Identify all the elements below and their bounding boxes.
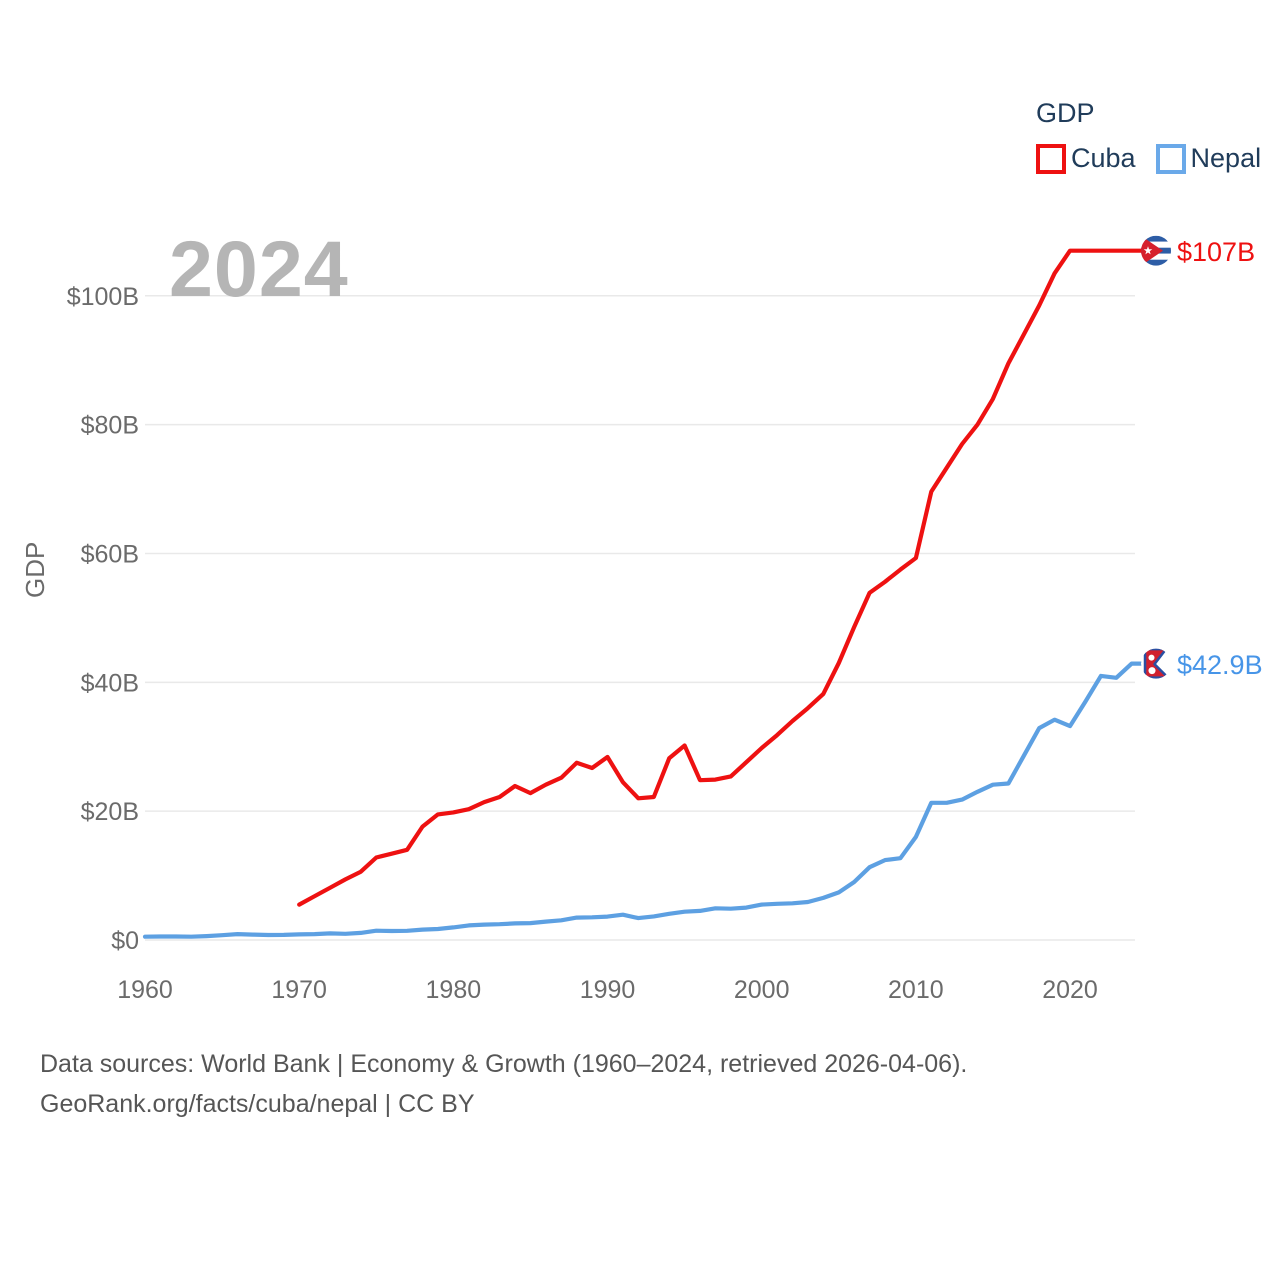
x-tick-label: 2020 bbox=[1042, 976, 1098, 1004]
nepal-flag-icon bbox=[1141, 648, 1171, 679]
legend-title: GDP bbox=[1036, 98, 1095, 128]
footer: Data sources: World Bank | Economy & Gro… bbox=[40, 1044, 967, 1124]
legend-label: Nepal bbox=[1190, 143, 1262, 173]
cuba-flag-icon bbox=[1141, 235, 1171, 266]
x-tick-label: 2000 bbox=[734, 976, 790, 1004]
chart-canvas: $0 $20B $40B $60B $80B $100B 1960 1970 1980 1990… bbox=[67, 235, 1171, 1004]
legend-item-cuba[interactable]: Cuba bbox=[1036, 143, 1136, 174]
legend-swatch-cuba bbox=[1036, 143, 1066, 174]
footer-sources-line: Data sources: World Bank | Economy & Gro… bbox=[40, 1050, 968, 1078]
cuba-gdp-line bbox=[297, 248, 1146, 907]
legend-label: Cuba bbox=[1071, 143, 1136, 173]
flag-layer bbox=[1141, 235, 1171, 679]
nepal-end-value-label: $42.9B bbox=[1177, 650, 1263, 680]
y-tick-label: $20B bbox=[81, 798, 139, 826]
footer-attribution-line: GeoRank.org/facts/cuba/nepal | CC BY bbox=[40, 1090, 475, 1118]
cuba-end-value-label: $107B bbox=[1177, 237, 1256, 267]
y-tick-label: $40B bbox=[81, 669, 139, 697]
y-axis-title: GDP bbox=[20, 541, 50, 598]
chart-legend: GDP Cuba Nepal bbox=[1036, 98, 1280, 174]
x-tick-label: 1990 bbox=[580, 976, 636, 1004]
x-axis-layer: 1960 1970 1980 1990 2000 2010 2020 bbox=[117, 976, 1098, 1004]
y-tick-label: $0 bbox=[111, 927, 139, 955]
nepal-gdp-line bbox=[142, 661, 1146, 939]
legend-items: Cuba Nepal bbox=[1036, 143, 1280, 174]
x-tick-label: 1980 bbox=[426, 976, 482, 1004]
legend-swatch-nepal bbox=[1155, 143, 1186, 174]
y-tick-label: $80B bbox=[81, 412, 139, 440]
series-layer bbox=[142, 248, 1146, 939]
watermark-year: 2024 bbox=[169, 224, 349, 313]
gdp-chart: $0 $20B $40B $60B $80B $100B 1960 1970 1980 1990… bbox=[20, 98, 1280, 1004]
grid-layer: $0 $20B $40B $60B $80B $100B bbox=[67, 283, 1135, 955]
y-tick-label: $100B bbox=[67, 283, 139, 311]
x-tick-label: 1960 bbox=[117, 976, 173, 1004]
y-tick-label: $60B bbox=[81, 540, 139, 568]
x-tick-label: 2010 bbox=[888, 976, 944, 1004]
x-tick-label: 1970 bbox=[271, 976, 327, 1004]
legend-item-nepal[interactable]: Nepal bbox=[1155, 143, 1262, 174]
